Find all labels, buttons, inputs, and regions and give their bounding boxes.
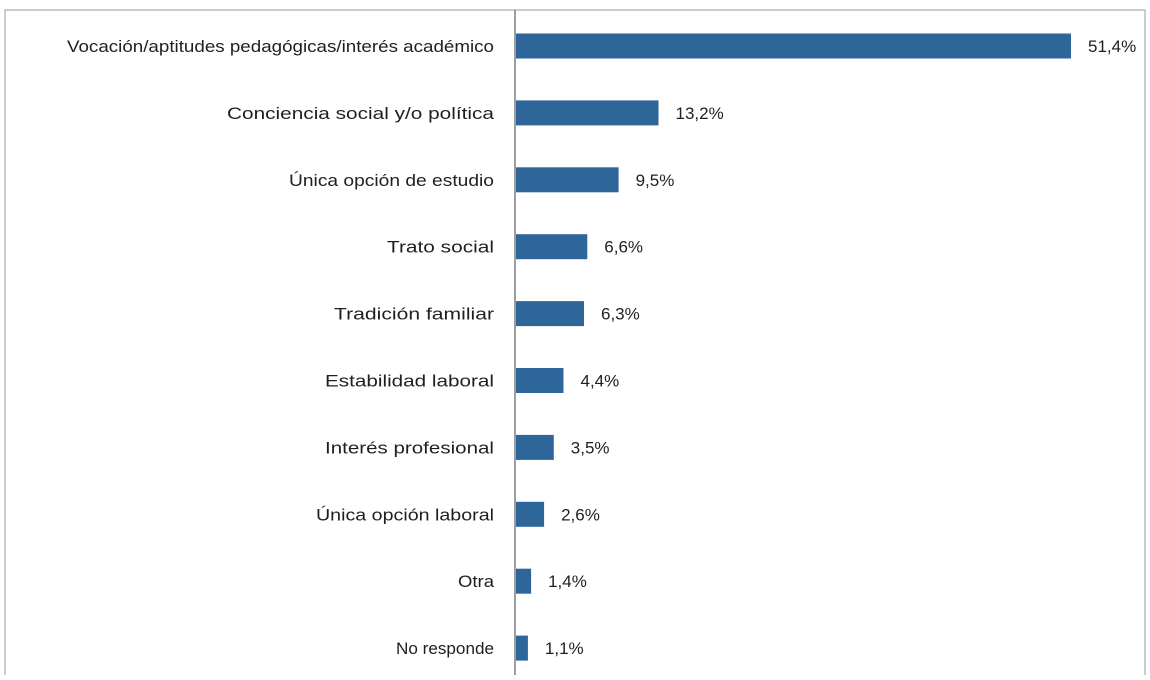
value-label: 4,4% xyxy=(581,372,620,391)
bar xyxy=(516,167,619,193)
bar xyxy=(516,368,564,393)
category-label: No responde xyxy=(396,639,494,658)
category-label: Tradición familiar xyxy=(334,305,494,324)
bar xyxy=(516,501,545,527)
category-label: Única opción de estudio xyxy=(289,171,494,190)
bar xyxy=(516,568,532,594)
bars-layer xyxy=(516,33,1071,661)
value-label: 1,1% xyxy=(545,639,584,658)
category-label: Estabilidad laboral xyxy=(325,372,494,391)
value-label: 1,4% xyxy=(548,572,587,591)
category-label: Trato social xyxy=(387,238,494,257)
bar xyxy=(516,100,659,126)
category-label: Vocación/aptitudes pedagógicas/interés a… xyxy=(67,37,494,56)
bar xyxy=(516,301,584,327)
chart-border xyxy=(4,9,1146,680)
value-label: 9,5% xyxy=(636,171,675,190)
bar xyxy=(516,234,588,260)
value-label: 13,2% xyxy=(676,104,724,123)
value-label: 3,5% xyxy=(571,438,610,457)
value-label: 6,3% xyxy=(601,305,640,324)
category-label: Interés profesional xyxy=(325,438,494,457)
bar xyxy=(516,434,554,460)
category-label: Conciencia social y/o política xyxy=(227,104,495,123)
category-label: Otra xyxy=(458,572,495,591)
value-label: 2,6% xyxy=(561,505,600,524)
bar xyxy=(516,33,1071,59)
category-label: Única opción laboral xyxy=(316,505,494,524)
bar xyxy=(516,635,528,661)
value-label: 6,6% xyxy=(604,238,643,257)
value-label: 51,4% xyxy=(1088,37,1136,56)
labels-layer: Vocación/aptitudes pedagógicas/interés a… xyxy=(67,37,1136,658)
